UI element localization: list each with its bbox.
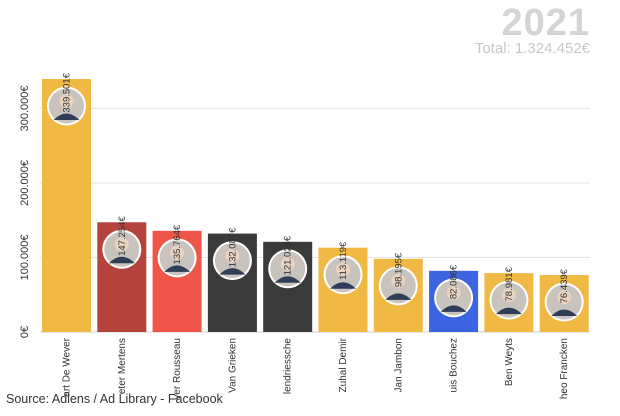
- value-label: 147.254€: [117, 216, 128, 256]
- bar-group: 135.764€ ver Rousseau: [152, 224, 202, 400]
- avatar-shoulders: [274, 276, 301, 283]
- category-label: eter Mertens: [117, 338, 128, 394]
- category-label: heo Francken: [559, 338, 570, 399]
- value-label: 113.119€: [338, 241, 349, 280]
- value-label: 121.026€: [283, 235, 294, 275]
- category-label: lendriessche: [283, 338, 294, 395]
- bar-group: 113.119€ Zuhal Demir: [318, 241, 368, 392]
- total-subtitle: Total: 1.324.452€: [474, 40, 590, 57]
- category-label: Van Grieken: [227, 338, 238, 393]
- bar-group: 98.195€ Jan Jambon: [373, 252, 423, 392]
- avatar-shoulders: [108, 256, 135, 264]
- avatar-face: [280, 256, 295, 271]
- category-label: Zuhal Demir: [338, 337, 349, 392]
- avatar-shoulders: [53, 113, 80, 120]
- bar-group: 121.026€ lendriessche: [263, 235, 313, 395]
- avatar-face: [225, 248, 240, 263]
- source-note: Source: Adlens / Ad Library - Facebook: [6, 392, 223, 406]
- avatar-face: [170, 245, 185, 260]
- bar-group: 78.981€ Ben Weyts: [484, 266, 534, 386]
- avatar-face: [114, 237, 129, 252]
- avatar-face: [446, 285, 461, 300]
- y-tick-label: 0€: [19, 326, 31, 338]
- bar-group: 82.086€ uis Bouchez: [429, 264, 479, 392]
- value-label: 339.501€: [62, 72, 73, 112]
- bar-group: 147.254€ eter Mertens: [97, 216, 147, 394]
- bar-group: 132.087€ Van Grieken: [207, 227, 257, 393]
- y-tick-label: 200.000€: [19, 160, 31, 206]
- avatar-shoulders: [219, 268, 246, 275]
- avatar-face: [557, 290, 572, 305]
- bar-group: 76.439€ heo Francken: [539, 268, 589, 399]
- y-tick-label: 300.000€: [19, 85, 31, 131]
- avatar-face: [336, 262, 350, 277]
- value-label: 132.087€: [227, 227, 238, 267]
- category-label: ver Rousseau: [172, 338, 183, 400]
- category-label: art De Wever: [62, 337, 73, 396]
- avatar-shoulders: [551, 309, 578, 317]
- y-tick-label: 100.000€: [19, 235, 31, 281]
- value-label: 82.086€: [449, 264, 460, 299]
- avatar-shoulders: [164, 265, 191, 272]
- category-label: Ben Weyts: [504, 338, 515, 386]
- avatar-shoulders: [495, 307, 522, 315]
- avatar-shoulders: [330, 282, 356, 289]
- avatar-shoulders: [385, 293, 412, 300]
- avatar-face: [391, 273, 406, 288]
- value-label: 98.195€: [393, 252, 404, 287]
- category-label: Jan Jambon: [393, 338, 404, 392]
- avatar-face: [501, 288, 516, 303]
- avatar-shoulders: [440, 305, 467, 312]
- value-label: 78.981€: [504, 266, 515, 301]
- bar-group: 339.501€ art De Wever: [42, 72, 91, 397]
- avatar-face: [59, 94, 74, 108]
- category-label: uis Bouchez: [449, 338, 460, 392]
- year-title: 2021: [501, 2, 590, 44]
- value-label: 76.439€: [559, 268, 570, 303]
- value-label: 135.764€: [172, 224, 183, 264]
